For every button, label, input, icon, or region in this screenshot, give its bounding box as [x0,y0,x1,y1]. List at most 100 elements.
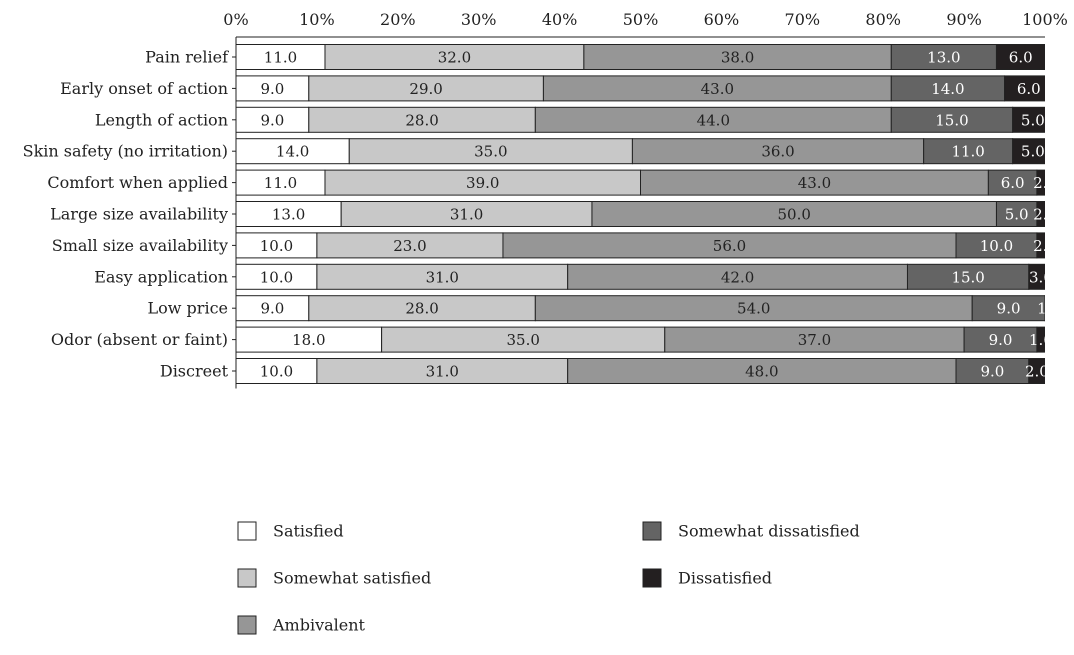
data-label: 10.0 [260,268,293,286]
data-label: 36.0 [761,143,794,161]
category-label: Small size availability [52,236,228,255]
data-label: 44.0 [697,111,730,129]
bar-segment [308,106,536,133]
legend-entry: Dissatisfied [678,569,772,588]
data-label: 3.0 [1029,268,1053,286]
x-tick-label: 60% [704,10,740,29]
data-label: 38.0 [721,49,754,67]
legend-swatch [642,521,662,541]
data-label: 23.0 [393,237,426,255]
data-label: 5.0 [1021,143,1045,161]
bar-segment [971,295,1045,322]
category-label: Odor (absent or faint) [51,330,228,349]
data-label: 6.0 [1001,174,1025,192]
data-label: 39.0 [466,174,499,192]
x-tick-label: 90% [946,10,982,29]
legend-swatch [237,615,257,635]
data-label: 56.0 [713,237,746,255]
bar-segment [316,263,569,290]
legend-swatch [237,521,257,541]
data-label: 14.0 [931,80,964,98]
bar-segment [316,232,504,259]
data-label: 31.0 [426,268,459,286]
data-label: 10.0 [260,237,293,255]
data-label: 31.0 [450,206,483,224]
x-tick-label: 30% [461,10,497,29]
data-label: 42.0 [721,268,754,286]
bar-segment [236,295,310,322]
data-label: 10.0 [260,363,293,381]
bar-segment [955,358,1030,384]
data-label: 10.0 [980,237,1013,255]
data-label: 43.0 [798,174,831,192]
bar-segment [381,326,666,353]
data-label: 28.0 [405,111,438,129]
data-label: 29.0 [409,80,442,98]
data-label: 11.0 [264,49,297,67]
data-label: 1.0 [1037,300,1061,318]
bar-segment [236,326,383,353]
legend-entry: Somewhat satisfied [273,569,431,588]
data-label: 9.0 [980,363,1004,381]
bar-segment [987,169,1038,196]
category-label: Large size availability [50,205,228,224]
x-tick-label: 10% [299,10,335,29]
data-label: 31.0 [426,363,459,381]
data-label: 2.0 [1033,174,1057,192]
data-label: 37.0 [798,331,831,349]
bar-segment [1036,201,1045,227]
bar-segment [995,44,1045,70]
data-label: 9.0 [260,111,284,129]
data-label: 15.0 [951,268,984,286]
legend-entry: Satisfied [273,522,344,541]
data-label: 6.0 [1017,80,1041,98]
bar-segment [963,326,1038,353]
bar-segment [308,295,536,322]
data-label: 43.0 [701,80,734,98]
data-label: 13.0 [927,49,960,67]
category-label: Early onset of action [60,79,228,98]
data-label: 32.0 [438,49,471,67]
bar-segment [906,263,1030,290]
bar-segment [340,201,593,227]
data-label: 48.0 [745,363,778,381]
data-label: 2.0 [1033,206,1057,224]
legend-swatch [642,568,662,588]
bar-segment [236,106,310,133]
data-label: 5.0 [1021,111,1045,129]
data-label: 5.0 [1005,206,1029,224]
bar-segment [890,75,1006,102]
bar-segment [236,201,342,227]
data-label: 13.0 [272,206,305,224]
category-label: Easy application [94,267,228,286]
legend-swatch [237,568,257,588]
bar-segment [923,138,1014,165]
bar-segment [1012,138,1045,165]
data-label: 9.0 [260,80,284,98]
data-label: 9.0 [997,300,1021,318]
x-tick-label: 80% [865,10,901,29]
bar-segment [316,358,569,384]
bar-segment [640,169,989,196]
data-label: 50.0 [778,206,811,224]
legend-entry: Somewhat dissatisfied [678,522,860,541]
bar-segment [664,326,965,353]
x-tick-label: 0% [223,10,248,29]
bars-group: 11.0 32.0 38.0 13.0 6.0 9.0 29.0 43.0 14.0 6.0 9.0… [236,44,1061,384]
category-label: Comfort when applied [47,173,228,192]
data-label: 2.0 [1033,237,1057,255]
bar-segment [1036,169,1045,196]
bar-segment [995,201,1038,227]
bar-segment [1036,326,1045,353]
data-label: 11.0 [951,143,984,161]
category-label: Skin safety (no irritation) [23,142,228,161]
data-label: 15.0 [935,111,968,129]
x-tick-label: 20% [380,10,416,29]
x-tick-label: 100% [1022,10,1068,29]
bar-segment [567,263,908,290]
bar-segment [1028,263,1045,290]
x-tick-label: 50% [623,10,659,29]
data-label: 1.0 [1029,331,1053,349]
bar-segment [1036,232,1045,259]
category-label: Pain relief [145,48,229,67]
